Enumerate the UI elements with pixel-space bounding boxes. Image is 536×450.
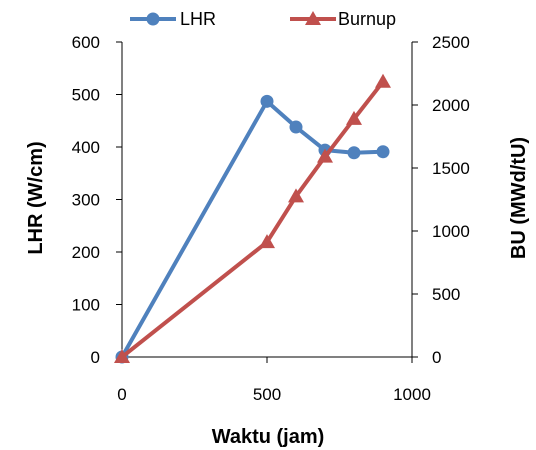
y-left-tick-label: 300 [72,191,100,210]
series-burnup [114,73,391,363]
x-tick-label: 500 [253,385,281,404]
data-point-burnup [346,110,362,125]
y-left-tick-label: 400 [72,138,100,157]
legend-label-lhr: LHR [180,9,216,29]
data-point-burnup [114,349,130,363]
y-left-tick-label: 200 [72,243,100,262]
data-series [114,73,391,364]
y-right-tick-label: 0 [432,348,441,367]
legend-item-lhr: LHR [130,9,216,29]
y-right-tick-label: 1000 [432,222,470,241]
y-left-tick-label: 0 [91,348,100,367]
data-point-burnup [259,234,275,249]
data-point-burnup [317,148,333,163]
y-right-tick-label: 500 [432,285,460,304]
y-axis-right-title: BU (MWd/tU) [508,137,530,259]
series-line-burnup [120,80,385,359]
series-lhr [115,94,390,364]
x-tick-label: 0 [117,385,126,404]
x-axis-title: Waktu (jam) [212,426,325,448]
legend-item-burnup: Burnup [290,9,396,29]
data-point-burnup [288,188,304,203]
legend-marker-burnup [305,11,321,25]
x-tick-label: 1000 [393,385,431,404]
y-right-tick-label: 1500 [432,159,470,178]
y-right-tick-label: 2500 [432,33,470,52]
y-left-tick-label: 100 [72,296,100,315]
y-axis-left-title: LHR (W/cm) [25,141,47,254]
data-point-lhr [260,94,274,108]
series-line-lhr [120,99,384,358]
data-point-lhr [347,146,361,160]
data-point-lhr [376,145,390,159]
data-point-burnup [375,73,391,88]
y-left-tick-label: 600 [72,33,100,52]
legend: LHR Burnup [130,9,396,29]
y-left-tick-label: 500 [72,86,100,105]
legend-label-burnup: Burnup [338,9,396,29]
tick-labels: 0 100 200 300 400 500 600 0 500 1000 1500 2000 2500 0… [72,33,470,404]
data-point-lhr [289,120,303,134]
axes [116,41,418,363]
y-right-tick-label: 2000 [432,96,470,115]
legend-marker-lhr [146,12,160,26]
